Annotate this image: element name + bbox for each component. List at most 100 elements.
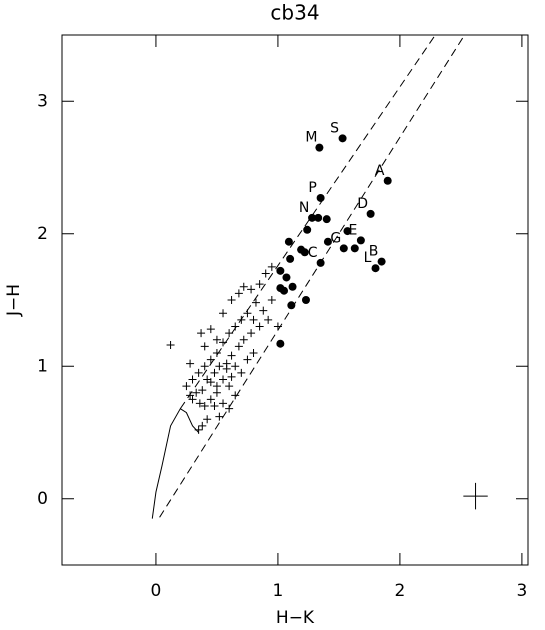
plus-point: [255, 280, 264, 289]
plus-point: [249, 349, 258, 357]
plus-point: [166, 341, 175, 350]
plus-point: [200, 342, 209, 351]
plus-point: [234, 289, 243, 298]
plus-point: [259, 306, 268, 315]
y-axis-label: J−H: [4, 284, 24, 317]
plus-point: [198, 421, 207, 430]
plus-point: [231, 362, 240, 371]
x-tick-label: 2: [394, 581, 405, 601]
star-point: [338, 134, 347, 143]
star-point: [323, 237, 332, 246]
plus-point: [206, 395, 215, 404]
plus-point: [197, 329, 206, 338]
star-point: [343, 227, 352, 236]
point-label: E: [348, 222, 357, 238]
x-tick-label: 0: [151, 581, 162, 601]
plus-point: [247, 329, 256, 338]
x-axis-label: H−K: [276, 608, 315, 628]
plus-point: [210, 368, 219, 377]
plus-point: [239, 282, 248, 291]
star-point: [276, 266, 285, 275]
plot-frame: [61, 34, 529, 566]
plus-point: [267, 262, 276, 271]
error-cross: [463, 482, 488, 510]
star-point: [322, 215, 331, 224]
star-point: [284, 237, 293, 246]
plus-point: [247, 285, 256, 294]
plus-point: [195, 399, 204, 408]
plus-point: [219, 309, 228, 318]
point-label: C: [308, 245, 318, 261]
point-label: L: [364, 250, 372, 266]
plus-point: [222, 364, 231, 373]
plus-point: [255, 322, 264, 331]
star-point: [314, 213, 323, 222]
star-point: [316, 193, 325, 202]
plus-point: [212, 349, 221, 357]
star-point: [301, 296, 310, 304]
plus-point: [194, 368, 203, 377]
plus-point: [243, 355, 252, 364]
plus-point: [200, 362, 209, 371]
star-point: [371, 264, 380, 273]
y-tick-label: 1: [37, 356, 48, 376]
plus-point: [251, 298, 260, 307]
star-point: [276, 339, 285, 348]
plus-point: [188, 375, 197, 384]
plus-point: [212, 335, 221, 344]
plus-point: [219, 375, 228, 384]
star-point: [300, 248, 309, 257]
star-point: [287, 301, 296, 310]
plus-point: [198, 386, 207, 395]
plus-point: [182, 382, 191, 391]
point-label: S: [330, 120, 339, 136]
plus-point: [227, 296, 236, 304]
plus-point: [215, 412, 224, 421]
point-label: B: [369, 244, 379, 260]
curve: [179, 34, 436, 409]
plus-point: [206, 325, 215, 334]
plus-point: [231, 391, 240, 400]
plus-point: [203, 415, 212, 424]
curve: [151, 407, 199, 519]
plus-point: [264, 315, 273, 324]
plus-point: [188, 395, 197, 404]
star-point: [356, 236, 365, 245]
plus-point: [231, 322, 240, 331]
curve: [159, 34, 465, 518]
plus-point: [206, 378, 215, 387]
plus-point: [212, 382, 221, 391]
star-point: [339, 244, 348, 253]
point-label: A: [375, 163, 385, 179]
plus-point: [267, 296, 276, 304]
y-tick-label: 3: [37, 91, 48, 111]
star-point: [303, 225, 312, 234]
plus-point: [261, 269, 270, 278]
plus-point: [210, 402, 219, 410]
plus-point: [215, 362, 224, 371]
plus-point: [225, 382, 234, 391]
star-point: [286, 254, 295, 263]
star-point: [282, 273, 291, 282]
star-point: [308, 213, 317, 222]
point-label: M: [305, 130, 317, 146]
y-tick-label: 2: [37, 224, 48, 244]
plus-point: [227, 351, 236, 360]
star-point: [377, 257, 386, 266]
x-tick-label: 3: [516, 581, 527, 601]
y-tick-label: 0: [37, 489, 48, 509]
plus-point: [239, 335, 248, 344]
plus-point: [225, 404, 234, 413]
star-point: [276, 284, 285, 293]
plus-point: [192, 388, 201, 397]
plus-point: [219, 399, 228, 408]
star-point: [366, 209, 375, 218]
star-point: [383, 176, 392, 185]
point-label: P: [308, 180, 316, 196]
plus-point: [237, 368, 246, 377]
plus-point: [249, 315, 258, 324]
chart-title: cb34: [270, 1, 319, 25]
star-point: [350, 244, 359, 253]
